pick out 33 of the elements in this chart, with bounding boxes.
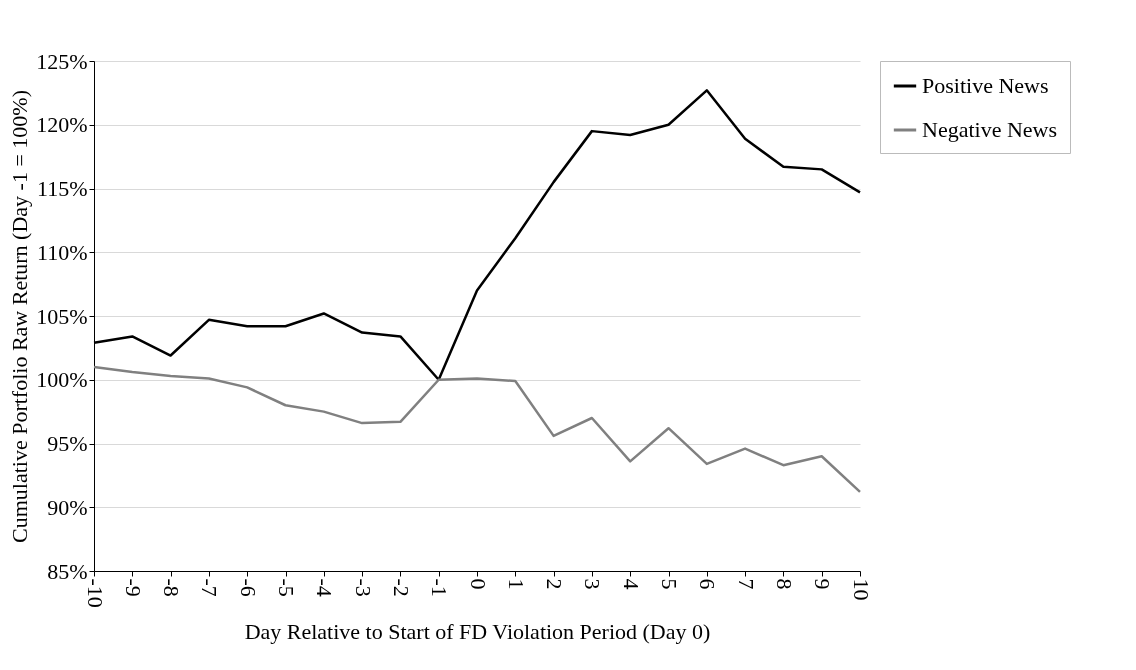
x-tick-label: 5 [657,578,682,590]
x-tick-label: 4 [618,578,644,590]
x-tick-label: 2 [542,578,568,590]
x-tick-label: -2 [388,578,414,597]
x-tick-label: 3 [580,578,606,590]
y-tick-label: 115% [36,176,88,201]
x-tick-label: 8 [771,578,797,590]
x-tick-label: 1 [503,578,529,590]
x-tick-label: 0 [465,578,491,590]
x-tick-label: -4 [312,578,338,597]
x-tick-label: 6 [695,578,721,590]
y-tick-label: 120% [36,112,88,138]
legend-label: Positive News [922,73,1049,98]
x-tick-label: -9 [120,578,146,597]
y-tick-label: 125% [36,48,88,74]
y-tick-label: 110% [36,239,88,265]
x-tick-label: 10 [848,578,874,601]
x-tick-label: -1 [427,578,453,597]
line-series [92,365,862,494]
x-tick-label: 9 [810,578,836,590]
y-tick-label: 100% [36,367,88,393]
x-tick-label: -5 [274,578,299,597]
x-tick-label: 7 [733,578,759,590]
x-tick-label: -6 [235,578,261,597]
y-tick-label: 95% [47,431,88,456]
y-axis-title: Cumulative Portfolio Raw Return (Day -1 = 100%) [7,90,33,543]
x-tick-label: -8 [159,578,185,597]
x-tick-label: -7 [197,578,223,597]
y-tick-label: 105% [36,303,88,329]
x-tick-label: -3 [350,578,376,597]
legend-label: Negative News [922,117,1058,142]
x-axis-title: Day Relative to Start of FD Violation Period (Day 0) [244,618,711,644]
y-tick-label: 90% [47,494,88,520]
